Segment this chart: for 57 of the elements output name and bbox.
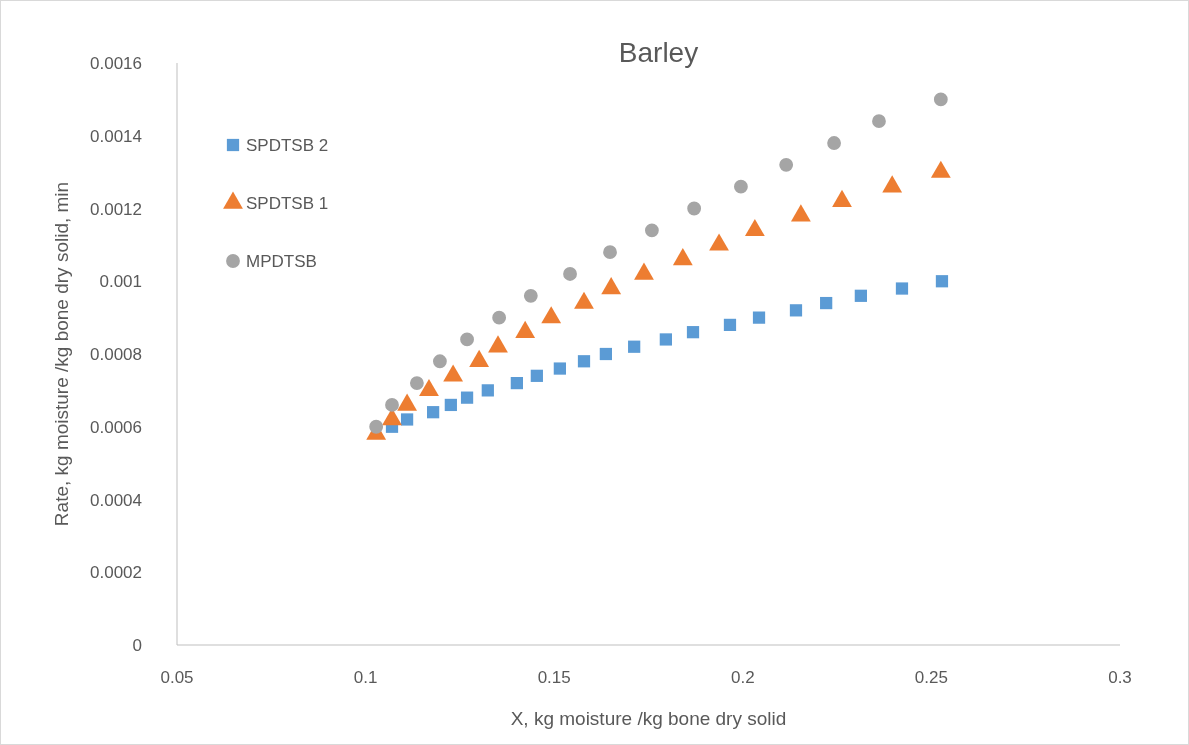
- x-tick-label: 0.05: [160, 668, 194, 687]
- point: [854, 289, 867, 302]
- chart-title: Barley: [618, 37, 699, 68]
- y-tick-label: 0.0004: [90, 490, 142, 510]
- point: [530, 369, 543, 382]
- point: [935, 275, 949, 288]
- point: [895, 282, 909, 295]
- x-tick-label: 0.1: [353, 668, 378, 687]
- x-tick-label: 0.2: [730, 668, 755, 687]
- point: [369, 419, 384, 434]
- y-tick-label: 0: [132, 636, 142, 655]
- point: [734, 179, 748, 194]
- point: [723, 318, 737, 332]
- x-tick-label: 0.3: [1108, 668, 1132, 687]
- x-tick-label: 0.25: [914, 668, 948, 687]
- y-tick-label: 0.0016: [90, 54, 142, 73]
- point: [827, 136, 841, 150]
- point: [400, 413, 414, 426]
- point: [426, 406, 440, 419]
- legend-label: SPDTSB 2: [246, 136, 329, 155]
- point: [599, 347, 612, 361]
- point: [872, 114, 886, 129]
- point: [603, 245, 617, 260]
- point: [628, 340, 641, 353]
- point: [460, 332, 474, 347]
- point: [933, 92, 948, 107]
- y-tick-label: 0.0008: [90, 345, 142, 364]
- point: [523, 288, 538, 303]
- point: [644, 223, 659, 238]
- point: [481, 384, 494, 397]
- point: [444, 398, 457, 412]
- y-tick-label: 0.001: [99, 272, 142, 292]
- point: [460, 391, 474, 404]
- point: [385, 398, 399, 412]
- y-tick-label: 0.0014: [90, 126, 142, 146]
- legend-label: MPDTSB: [246, 252, 317, 271]
- point: [779, 157, 794, 172]
- point: [510, 376, 523, 390]
- point: [686, 326, 700, 339]
- point: [433, 354, 447, 369]
- y-tick-label: 0.0012: [90, 199, 142, 219]
- point: [789, 304, 803, 317]
- y-tick-label: 0.0006: [90, 417, 142, 437]
- point: [553, 362, 566, 375]
- point: [659, 333, 672, 346]
- point: [492, 310, 507, 325]
- y-tick-label: 0.0002: [90, 563, 142, 583]
- point: [820, 296, 833, 310]
- y-axis-title: Rate, kg moisture /kg bone dry solid, min: [51, 181, 72, 527]
- point: [687, 201, 702, 216]
- point: [577, 355, 591, 368]
- legend-label: SPDTSB 1: [246, 194, 329, 213]
- point: [409, 376, 424, 390]
- point: [563, 267, 577, 281]
- x-tick-label: 0.15: [537, 668, 571, 687]
- point: [752, 311, 766, 324]
- x-axis-title: X, kg moisture /kg bone dry solid: [510, 708, 787, 729]
